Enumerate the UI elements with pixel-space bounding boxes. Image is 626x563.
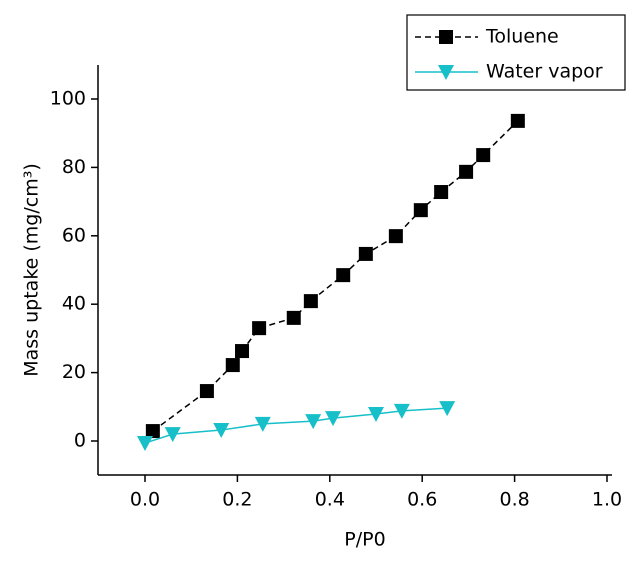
marker (254, 416, 271, 432)
legend-box (406, 14, 626, 91)
x-tick-label: 0.2 (222, 489, 252, 511)
marker (336, 268, 351, 283)
y-tick-label: 60 (62, 224, 86, 246)
marker (286, 310, 301, 325)
marker (303, 294, 318, 309)
marker (368, 406, 384, 422)
x-axis-label: P/P0 (344, 529, 385, 551)
x-tick-label: 0.4 (315, 489, 345, 511)
x-tick-label: 1.0 (592, 489, 622, 511)
y-tick-label: 80 (62, 156, 86, 178)
marker (252, 321, 267, 336)
marker (235, 344, 250, 359)
marker (137, 436, 153, 452)
x-tick-label: 0.6 (407, 489, 437, 511)
marker (393, 403, 410, 419)
marker (510, 113, 525, 128)
y-tick-label: 40 (62, 293, 86, 315)
marker (413, 203, 428, 218)
marker (476, 148, 491, 163)
marker (199, 384, 214, 399)
marker (164, 427, 181, 443)
y-tick-label: 0 (74, 430, 86, 452)
marker (459, 164, 474, 179)
y-axis-label: Mass uptake (mg/cm³) (21, 163, 43, 377)
marker (325, 411, 342, 427)
legend-marker (438, 65, 454, 80)
marker (439, 401, 456, 417)
marker (225, 358, 240, 373)
marker (434, 185, 449, 200)
x-tick-label: 0.8 (499, 489, 529, 511)
marker (388, 229, 403, 244)
marker (305, 414, 322, 430)
legend-marker (439, 30, 453, 44)
legend-label: Water vapor (486, 61, 603, 83)
legend-label: Toluene (485, 26, 559, 48)
x-tick-label: 0.0 (130, 489, 160, 511)
marker (213, 423, 230, 439)
y-tick-label: 20 (62, 361, 86, 383)
marker (358, 246, 373, 261)
marker (145, 424, 160, 439)
y-tick-label: 100 (50, 88, 86, 110)
